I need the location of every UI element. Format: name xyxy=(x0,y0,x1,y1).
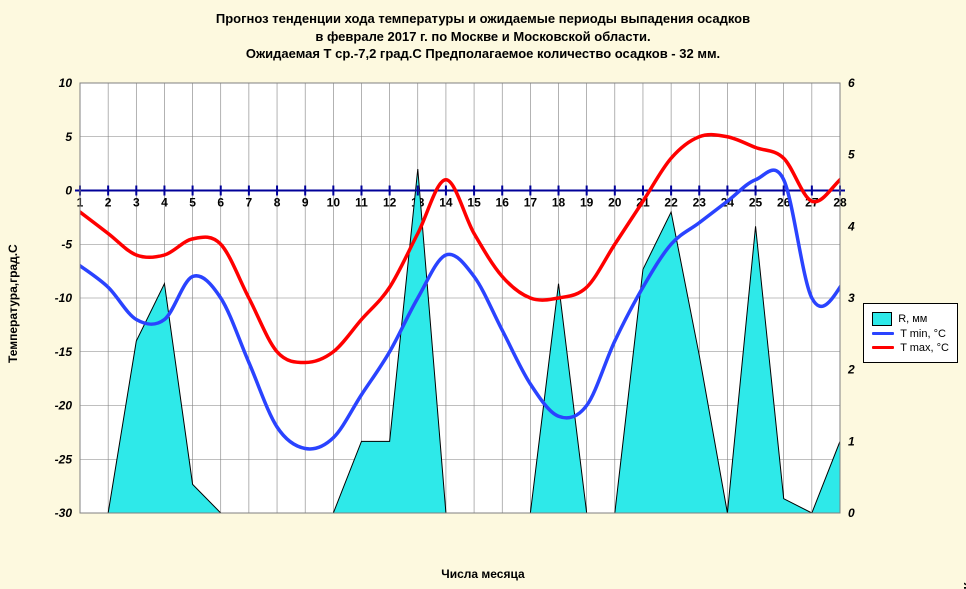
svg-text:14: 14 xyxy=(439,195,453,209)
svg-text:12: 12 xyxy=(383,195,397,209)
legend-swatch-precip xyxy=(872,312,892,326)
svg-text:10: 10 xyxy=(59,76,73,90)
svg-text:-25: -25 xyxy=(55,452,73,466)
svg-text:11: 11 xyxy=(355,195,368,209)
svg-text:17: 17 xyxy=(524,195,538,209)
chart-svg: 1234567891011121314151617181920212223242… xyxy=(0,63,966,563)
svg-text:10: 10 xyxy=(327,195,341,209)
svg-text:3: 3 xyxy=(133,195,140,209)
svg-text:15: 15 xyxy=(467,195,481,209)
svg-text:25: 25 xyxy=(749,195,763,209)
svg-text:16: 16 xyxy=(496,195,510,209)
legend-label-tmin: T min, °C xyxy=(900,328,946,340)
svg-text:2: 2 xyxy=(847,362,855,376)
svg-text:-10: -10 xyxy=(55,291,73,305)
svg-text:-30: -30 xyxy=(55,506,73,520)
chart-area: Температура,град.С Количество осадков,мм… xyxy=(0,63,966,583)
svg-text:2: 2 xyxy=(105,195,112,209)
svg-text:19: 19 xyxy=(580,195,594,209)
title-line-3: Ожидаемая Т ср.-7,2 град.С Предполагаемо… xyxy=(0,45,966,63)
legend-swatch-tmin xyxy=(872,332,894,335)
svg-text:22: 22 xyxy=(664,195,678,209)
svg-text:0: 0 xyxy=(848,506,855,520)
svg-text:-5: -5 xyxy=(61,237,72,251)
svg-text:6: 6 xyxy=(217,195,224,209)
svg-text:1: 1 xyxy=(848,434,855,448)
legend: R, мм T min, °C T max, °C xyxy=(863,303,958,363)
title-line-2: в феврале 2017 г. по Москве и Московской… xyxy=(0,28,966,46)
title-line-1: Прогноз тенденции хода температуры и ожи… xyxy=(0,10,966,28)
svg-text:3: 3 xyxy=(848,291,855,305)
svg-text:20: 20 xyxy=(608,195,622,209)
svg-text:5: 5 xyxy=(848,147,855,161)
svg-text:18: 18 xyxy=(552,195,566,209)
legend-item-tmin: T min, °C xyxy=(872,328,949,340)
legend-item-tmax: T max, °C xyxy=(872,342,949,354)
legend-label-tmax: T max, °C xyxy=(900,342,949,354)
svg-text:5: 5 xyxy=(189,195,196,209)
svg-text:8: 8 xyxy=(274,195,281,209)
legend-item-precip: R, мм xyxy=(872,312,949,326)
svg-text:-15: -15 xyxy=(55,344,73,358)
legend-swatch-tmax xyxy=(872,346,894,349)
chart-title: Прогноз тенденции хода температуры и ожи… xyxy=(0,0,966,63)
svg-text:0: 0 xyxy=(65,183,72,197)
x-axis-label: Числа месяца xyxy=(0,567,966,581)
svg-text:23: 23 xyxy=(693,195,707,209)
svg-text:6: 6 xyxy=(848,76,855,90)
svg-text:-20: -20 xyxy=(55,398,73,412)
svg-text:9: 9 xyxy=(302,195,309,209)
y-left-axis-label: Температура,град.С xyxy=(6,244,20,363)
legend-label-precip: R, мм xyxy=(898,313,927,325)
svg-text:7: 7 xyxy=(246,195,253,209)
svg-text:4: 4 xyxy=(161,195,168,209)
svg-text:4: 4 xyxy=(847,219,855,233)
svg-text:5: 5 xyxy=(65,129,72,143)
